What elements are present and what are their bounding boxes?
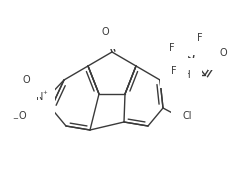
Text: +: +	[43, 89, 47, 95]
Text: O: O	[219, 48, 227, 58]
Text: O: O	[101, 27, 109, 37]
Text: O: O	[22, 75, 30, 85]
Text: −: −	[12, 116, 18, 122]
Text: F: F	[171, 66, 177, 76]
Text: Cl: Cl	[182, 111, 192, 121]
Text: F: F	[197, 33, 203, 43]
Text: NH: NH	[176, 70, 190, 80]
Text: F: F	[169, 43, 175, 53]
Text: N: N	[36, 92, 44, 102]
Text: O: O	[18, 111, 26, 121]
